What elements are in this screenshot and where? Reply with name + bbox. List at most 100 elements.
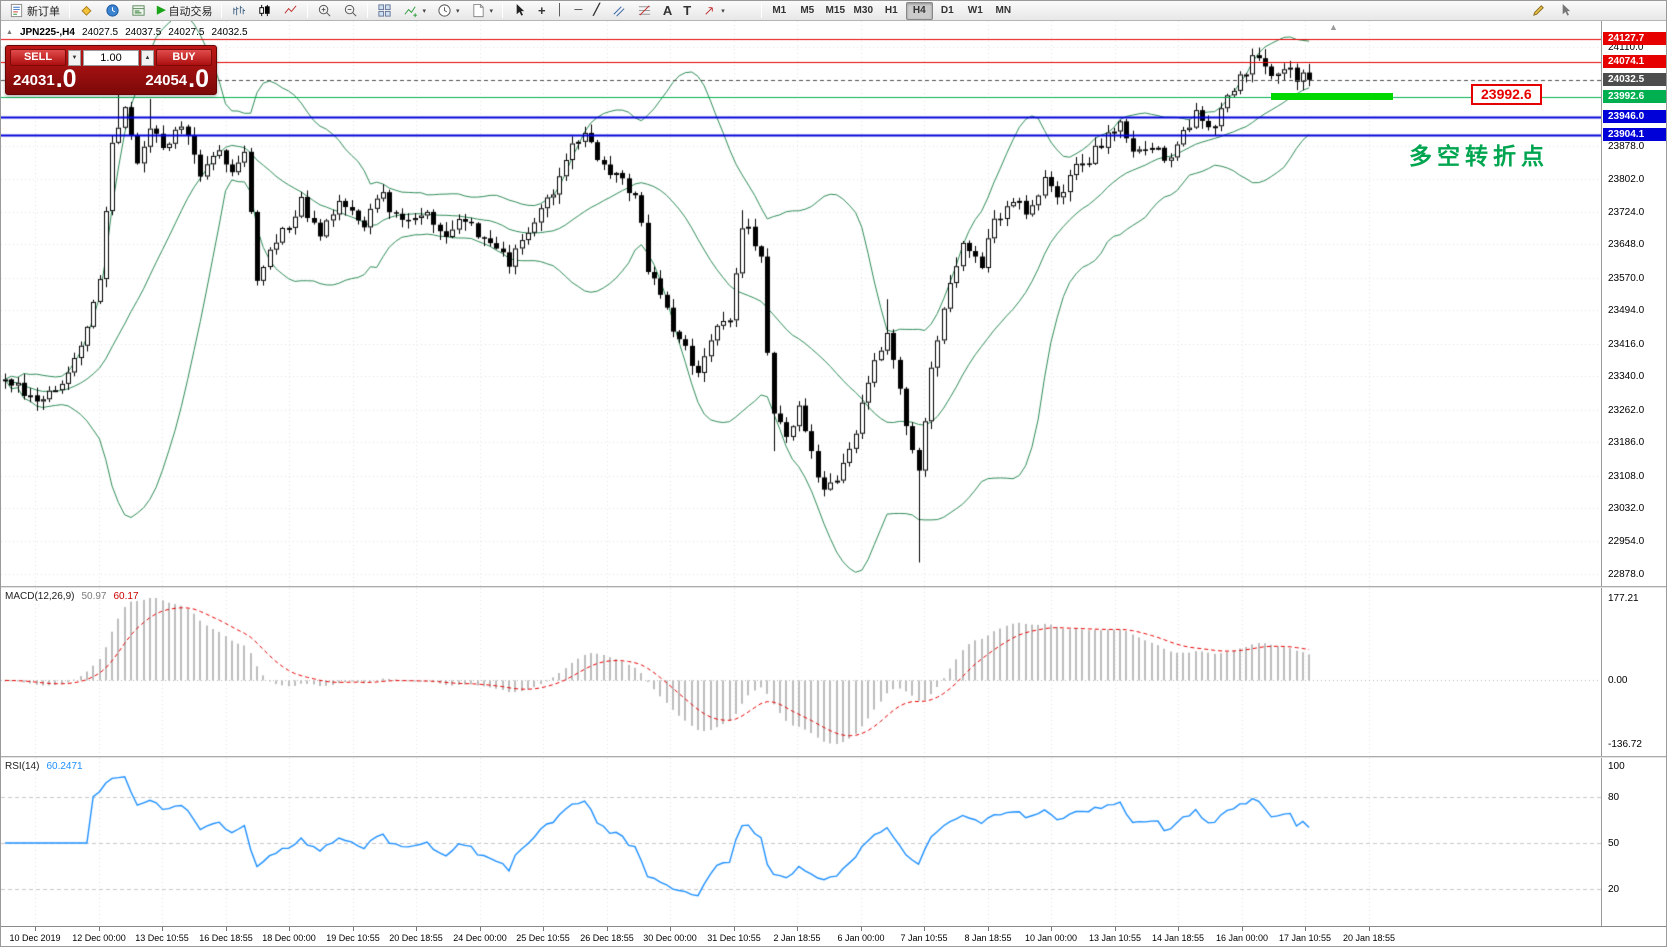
mouse-pointer-icon xyxy=(1558,3,1573,18)
time-axis-label: 26 Dec 18:55 xyxy=(580,933,634,943)
new-order-button[interactable]: 新订单 xyxy=(4,2,65,20)
indicators-button[interactable]: ▾ xyxy=(398,2,431,20)
volume-input[interactable] xyxy=(83,49,139,66)
time-axis-label: 2 Jan 18:55 xyxy=(773,933,821,943)
timeframe-h1-button[interactable]: H1 xyxy=(878,2,905,20)
time-axis-label: 6 Jan 00:00 xyxy=(837,933,885,943)
horizontal-line-tool-button[interactable]: ─ xyxy=(569,2,587,20)
timeframe-h4-button[interactable]: H4 xyxy=(905,1,933,20)
autotrading-button[interactable]: ▶ 自动交易 xyxy=(152,2,217,20)
text-label-tool-button[interactable]: T xyxy=(678,2,696,20)
price-tick-label: 23186.0 xyxy=(1608,437,1645,449)
price-axis[interactable]: 24110.0 23878.0 23802.0 23724.0 23648.0 23570… xyxy=(1601,21,1666,586)
periods-button[interactable]: ▾ xyxy=(432,2,465,20)
time-tick xyxy=(1051,927,1052,931)
time-axis-label: 13 Jan 10:55 xyxy=(1088,933,1142,943)
price-line-badge: 24032.5 xyxy=(1603,72,1666,86)
price-chart-canvas[interactable] xyxy=(1,21,1601,586)
time-tick xyxy=(99,927,100,931)
time-axis-label: 20 Jan 18:55 xyxy=(1342,933,1396,943)
one-click-trade-panel: SELL ▼ ▲ BUY 24031.0 24054.0 xyxy=(5,45,217,95)
timeframe-m1-button[interactable]: M1 xyxy=(766,2,793,20)
cursor-tool-button[interactable] xyxy=(507,2,532,20)
support-level-bar[interactable] xyxy=(1271,93,1393,100)
crosshair-tool-button[interactable]: + xyxy=(533,2,551,20)
time-axis-label: 20 Dec 18:55 xyxy=(389,933,443,943)
price-tick-label: 24110.0 xyxy=(1608,41,1644,53)
bar-chart-button[interactable] xyxy=(226,2,251,20)
price-tick-label: 22878.0 xyxy=(1608,569,1645,580)
arrows-tool-button[interactable]: ▾ xyxy=(697,2,730,20)
buy-button[interactable]: BUY xyxy=(156,49,212,66)
time-tick xyxy=(1178,927,1179,931)
time-axis-label: 10 Dec 2019 xyxy=(9,933,61,943)
autotrading-play-icon: ▶ xyxy=(157,4,166,16)
volume-increase-button[interactable]: ▲ xyxy=(141,49,154,66)
one-click-collapse-icon[interactable]: ▲ xyxy=(6,29,13,36)
sell-price: 24031.0 xyxy=(13,67,77,92)
toolbar-separator xyxy=(69,3,70,18)
rsi-canvas[interactable] xyxy=(1,758,1601,926)
price-callout-label[interactable]: 23992.6 xyxy=(1471,84,1542,105)
chart-shift-marker[interactable]: ▲ xyxy=(1329,22,1338,32)
macd-axis[interactable]: 177.21 0.00 -136.72 xyxy=(1601,588,1666,756)
trendline-tool-button[interactable]: ╱ xyxy=(588,2,605,20)
pencil-button[interactable] xyxy=(1526,2,1551,20)
timeframe-d1-button[interactable]: D1 xyxy=(934,2,961,20)
toolbar-separator xyxy=(221,3,223,18)
rsi-scale-label: 50 xyxy=(1608,838,1620,849)
timeframe-w1-button[interactable]: W1 xyxy=(962,2,989,20)
time-tick xyxy=(1369,927,1370,931)
tile-windows-button[interactable] xyxy=(372,2,397,20)
rsi-name: RSI(14) xyxy=(5,761,40,772)
line-chart-icon xyxy=(283,3,298,18)
timeframe-m15-button[interactable]: M15 xyxy=(822,2,849,20)
toolbar-separator xyxy=(307,3,309,18)
zoom-out-icon xyxy=(343,3,358,18)
time-axis-label: 24 Dec 00:00 xyxy=(453,933,507,943)
time-axis-label: 30 Dec 00:00 xyxy=(643,933,697,943)
timeframe-m30-button[interactable]: M30 xyxy=(850,2,877,20)
zoom-in-button[interactable] xyxy=(312,2,337,20)
toolbar-separator xyxy=(367,3,369,18)
price-tick-label: 23032.0 xyxy=(1608,503,1645,515)
templates-button[interactable]: ▾ xyxy=(466,2,499,20)
time-tick xyxy=(35,927,36,931)
metaeditor-button[interactable] xyxy=(74,2,99,20)
price-tick-label: 23108.0 xyxy=(1608,470,1645,482)
channel-tool-button[interactable] xyxy=(606,2,631,20)
market-watch-button[interactable] xyxy=(100,2,125,20)
sell-button[interactable]: SELL xyxy=(10,49,66,66)
chevron-down-icon: ▾ xyxy=(489,7,494,15)
volume-decrease-button[interactable]: ▼ xyxy=(68,49,81,66)
clock-icon xyxy=(437,3,452,18)
time-tick xyxy=(1115,927,1116,931)
text-tool-button[interactable]: A xyxy=(658,2,677,20)
timeframe-m5-button[interactable]: M5 xyxy=(794,2,821,20)
time-axis[interactable]: 10 Dec 2019 12 Dec 00:00 13 Dec 10:55 16 De… xyxy=(1,926,1666,946)
fibonacci-tool-button[interactable] xyxy=(632,2,657,20)
terminal-button[interactable] xyxy=(126,2,151,20)
pointer-button[interactable] xyxy=(1553,2,1578,20)
chart-window: ▲ JPN225-,H4 24027.5 24037.5 24027.5 240… xyxy=(1,21,1666,946)
sell-price-frac: .0 xyxy=(55,65,77,93)
candlestick-chart-button[interactable] xyxy=(252,2,277,20)
time-axis-label: 18 Dec 00:00 xyxy=(262,933,316,943)
vertical-line-tool-button[interactable]: │ xyxy=(552,2,569,20)
timeframe-mn-button[interactable]: MN xyxy=(990,2,1017,20)
panel-splitter[interactable] xyxy=(1,756,1666,758)
zoom-out-button[interactable] xyxy=(338,2,363,20)
rsi-value: 60.2471 xyxy=(46,761,83,772)
macd-canvas[interactable] xyxy=(1,588,1601,756)
chart-info-line: ▲ JPN225-,H4 24027.5 24037.5 24027.5 240… xyxy=(6,27,248,38)
rsi-axis[interactable]: 100 80 50 20 xyxy=(1601,758,1666,926)
line-chart-button[interactable] xyxy=(278,2,303,20)
time-tick xyxy=(1242,927,1243,931)
macd-panel: MACD(12,26,9) 50.97 60.17 177.21 0.00 -136… xyxy=(1,588,1666,756)
panel-splitter[interactable] xyxy=(1,586,1666,588)
price-tick-label: 23648.0 xyxy=(1608,239,1645,251)
chart-annotation-text[interactable]: 多空转折点 xyxy=(1409,143,1549,169)
time-tick xyxy=(988,927,989,931)
price-tick-label: 23416.0 xyxy=(1608,338,1645,350)
